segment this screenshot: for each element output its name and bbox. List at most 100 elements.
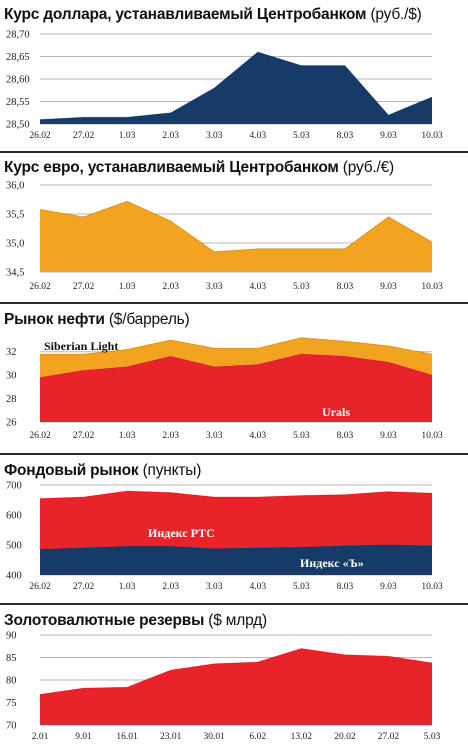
y-tick-label: 28 [6, 394, 17, 405]
eur-rate-panel: Курс евро, устанавливаемый Центробанком … [0, 155, 468, 303]
x-tick-label: 16.01 [116, 732, 138, 742]
title-text: Фондовый рынок [4, 462, 139, 479]
x-tick-label: 4.03 [249, 131, 266, 141]
x-tick-label: 1.03 [119, 131, 136, 141]
series-label: Индекс «Ъ» [300, 556, 364, 570]
x-tick-label: 2.03 [162, 282, 179, 292]
reserves-chart: 90 85 80 75 70 2.01 9.01 16.01 23.01 30.01 6.02 13.… [6, 631, 441, 743]
y-tick-label: 28,55 [6, 97, 30, 108]
y-tick-label: 32 [6, 347, 17, 358]
series-area-2 [40, 545, 432, 575]
x-tick-label: 9.03 [380, 431, 397, 441]
y-tick-label: 28,50 [6, 120, 30, 131]
series-area-1 [40, 52, 432, 124]
x-tick-label: 27.02 [73, 431, 95, 441]
title-unit: (руб./€) [342, 159, 395, 176]
x-tick-label: 1.03 [119, 282, 136, 292]
y-tick-label: 500 [6, 541, 22, 552]
y-tick-label: 80 [6, 676, 17, 687]
y-tick-label: 34,5 [6, 268, 24, 279]
y-tick-label: 35,5 [6, 210, 24, 221]
series-area-2 [40, 354, 432, 422]
panel-title: Курс доллара, устанавливаемый Центробанк… [4, 6, 422, 24]
stock-market-chart: 700 600 500 400 26.02 27.02 1.03 2.03 3.03 4.03 5.… [6, 481, 443, 593]
x-tick-label: 27.02 [378, 732, 400, 742]
x-tick-label: 9.03 [380, 282, 397, 292]
x-tick-label: 6.02 [249, 732, 266, 742]
y-tick-label: 600 [6, 511, 22, 522]
y-tick-label: 85 [6, 653, 17, 664]
x-tick-label: 8.03 [337, 131, 354, 141]
x-tick-label: 5.03 [293, 282, 310, 292]
y-tick-label: 26 [6, 418, 17, 429]
x-tick-label: 23.01 [160, 732, 182, 742]
x-tick-label: 8.03 [337, 431, 354, 441]
x-tick-label: 9.01 [75, 732, 92, 742]
x-tick-label: 26.02 [29, 431, 51, 441]
x-tick-label: 5.03 [424, 732, 441, 742]
series-line-1 [39, 490, 433, 499]
x-tick-label: 4.03 [249, 582, 266, 592]
x-tick-label: 2.03 [162, 131, 179, 141]
stock-market-panel: Фондовый рынок (пункты) 700 600 500 400 26.0… [0, 457, 468, 605]
x-tick-label: 2.01 [32, 732, 49, 742]
panel-title: Рынок нефти ($/баррель) [4, 311, 190, 329]
separator [0, 151, 468, 153]
y-tick-label: 28,65 [6, 52, 30, 63]
x-tick-label: 10.03 [421, 582, 443, 592]
x-tick-label: 20.02 [334, 732, 356, 742]
x-tick-label: 9.03 [380, 131, 397, 141]
x-tick-label: 10.03 [421, 131, 443, 141]
series-line-1 [39, 200, 433, 253]
y-tick-label: 90 [6, 631, 17, 642]
usd-rate-panel: Курс доллара, устанавливаемый Центробанк… [0, 0, 468, 148]
x-tick-label: 30.01 [204, 732, 226, 742]
x-tick-label: 5.03 [293, 131, 310, 141]
x-tick-label: 10.03 [421, 282, 443, 292]
x-tick-label: 5.03 [293, 431, 310, 441]
y-tick-label: 30 [6, 371, 17, 382]
reserves-panel: Золотовалютные резервы ($ млрд) 90 85 80 75… [0, 607, 468, 746]
title-unit: (пункты) [142, 462, 202, 479]
panel-title: Золотовалютные резервы ($ млрд) [4, 612, 267, 630]
x-tick-label: 1.03 [119, 582, 136, 592]
title-text: Золотовалютные резервы [4, 612, 205, 629]
series-line-1 [39, 51, 433, 120]
series-line-1 [39, 648, 433, 695]
series-line-2 [39, 353, 433, 378]
x-tick-label: 2.03 [162, 431, 179, 441]
x-tick-label: 1.03 [119, 431, 136, 441]
x-tick-label: 4.03 [249, 282, 266, 292]
separator [0, 453, 468, 455]
series-label: Siberian Light [44, 339, 118, 353]
series-area-1 [40, 648, 432, 725]
x-tick-label: 27.02 [73, 582, 95, 592]
x-tick-label: 27.02 [73, 282, 95, 292]
x-tick-label: 4.03 [249, 431, 266, 441]
series-line-1 [40, 337, 433, 355]
y-tick-label: 400 [6, 571, 22, 582]
x-tick-label: 8.03 [337, 582, 354, 592]
y-tick-label: 700 [6, 481, 22, 492]
x-tick-label: 27.02 [73, 131, 95, 141]
y-tick-label: 35,0 [6, 239, 24, 250]
x-tick-label: 3.03 [206, 282, 223, 292]
x-tick-label: 10.03 [421, 431, 443, 441]
y-tick-label: 75 [6, 698, 17, 709]
title-unit: ($ млрд) [208, 612, 267, 629]
series-label: Urals [322, 405, 350, 419]
x-tick-label: 26.02 [29, 582, 51, 592]
x-tick-label: 26.02 [29, 131, 51, 141]
oil-market-chart: 32 30 28 26 26.02 27.02 1.03 2.03 3.03 4.03 5.03 8.… [6, 337, 443, 441]
title-unit: (руб./$) [370, 6, 422, 23]
x-tick-label: 26.02 [29, 282, 51, 292]
x-tick-label: 2.03 [162, 582, 179, 592]
y-tick-label: 36,0 [6, 181, 24, 192]
series-area-1 [40, 201, 432, 272]
title-unit: ($/баррель) [108, 311, 190, 328]
x-tick-label: 3.03 [206, 431, 223, 441]
title-text: Курс евро, устанавливаемый Центробанком [4, 159, 339, 176]
panel-title: Фондовый рынок (пункты) [4, 462, 201, 480]
x-tick-label: 9.03 [380, 582, 397, 592]
